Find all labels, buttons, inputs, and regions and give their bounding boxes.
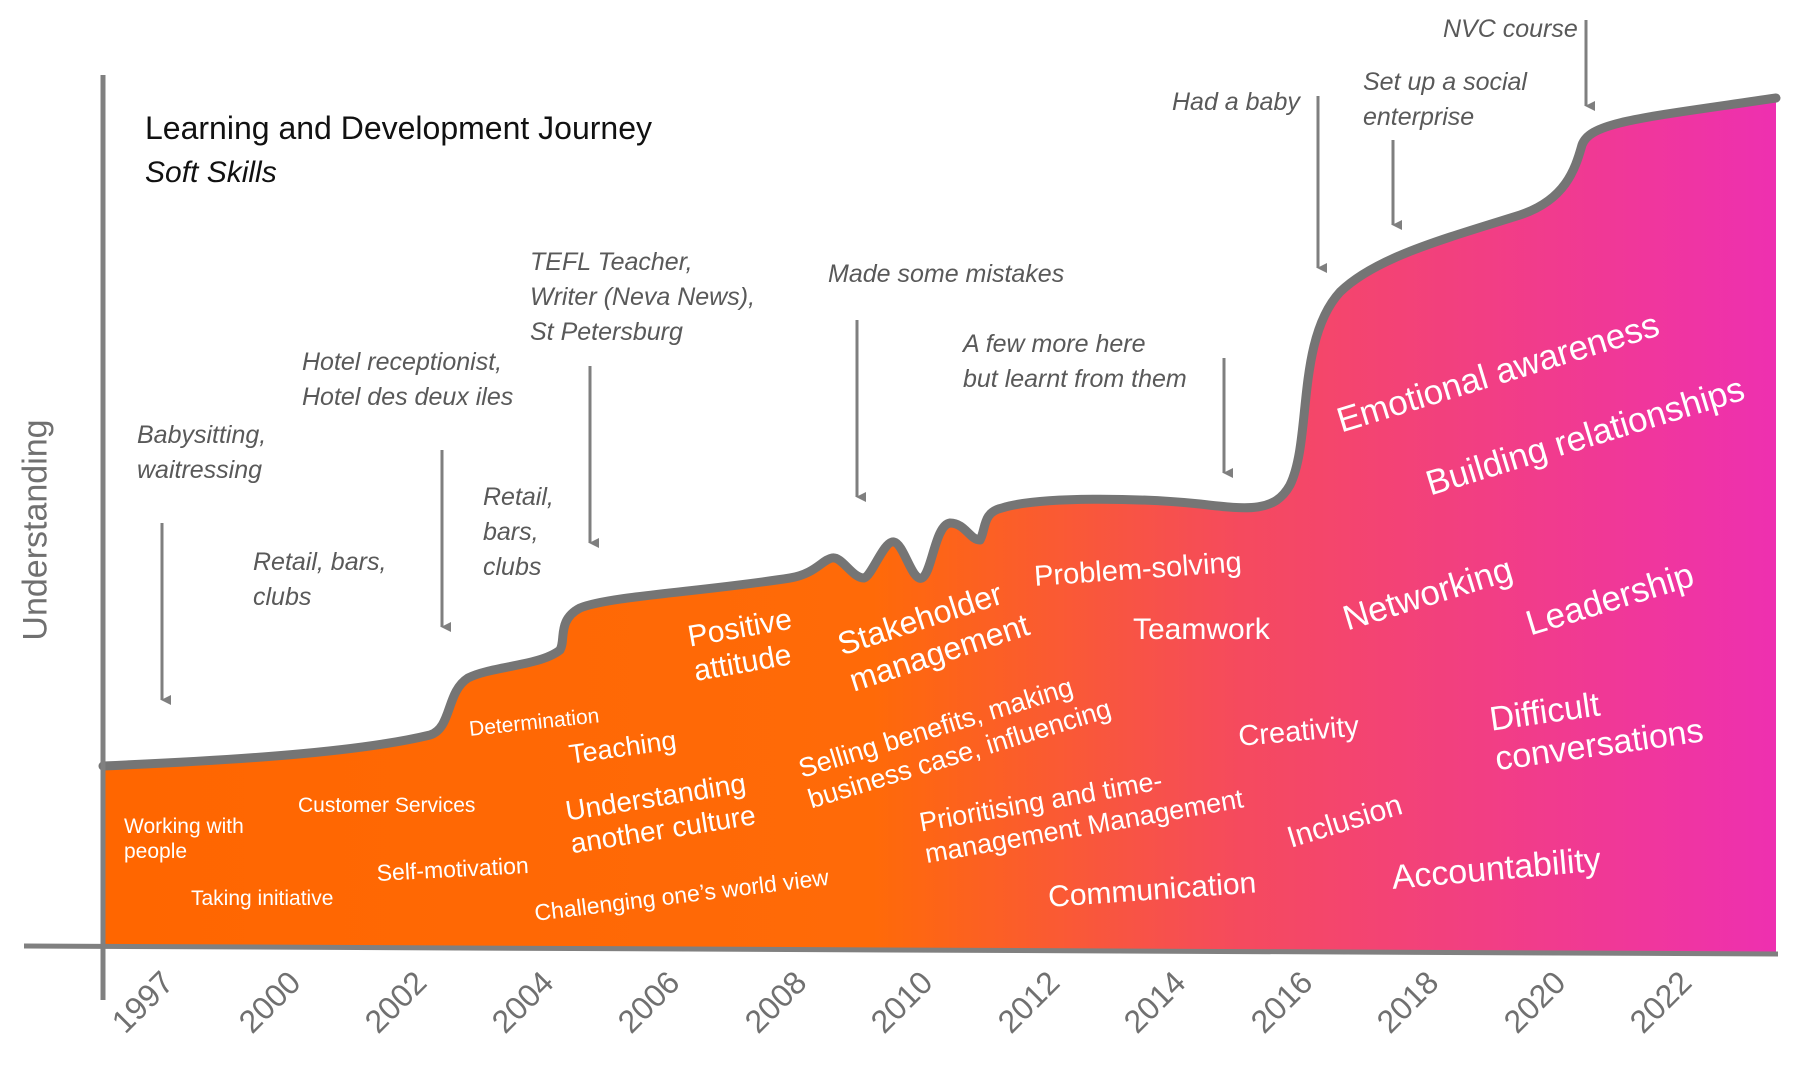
diagram-title: Learning and Development Journey <box>145 110 652 146</box>
y-axis-label: Understanding <box>16 419 55 641</box>
skill-customer: Customer Services <box>298 794 476 817</box>
annotation-social: Set up a social enterprise <box>1363 68 1527 131</box>
diagram-subtitle: Soft Skills <box>145 156 277 189</box>
annotation-retail1: Retail, bars, clubs <box>253 548 387 611</box>
annotation-babysitting: Babysitting, waitressing <box>137 421 267 484</box>
skill-working: Working with people <box>124 815 244 863</box>
journey-curve <box>98 93 1781 771</box>
annotation-mistakes: Made some mistakes <box>828 260 1065 288</box>
x-axis <box>23 943 1779 957</box>
skill-initiative: Taking initiative <box>191 887 334 910</box>
annotation-fewmore: A few more here but learnt from them <box>963 330 1187 393</box>
annotation-retail2: Retail, bars, clubs <box>483 483 554 581</box>
area-fill <box>103 98 1776 952</box>
annotation-nvc: NVC course <box>1443 15 1578 43</box>
annotation-arrows <box>160 20 1595 705</box>
annotation-tefl: TEFL Teacher, Writer (Neva News), St Pet… <box>530 248 756 346</box>
annotation-hotel: Hotel receptionist, Hotel des deux iles <box>302 348 514 411</box>
annotation-baby: Had a baby <box>1172 88 1300 116</box>
skill-teamwork: Teamwork <box>1133 613 1270 646</box>
